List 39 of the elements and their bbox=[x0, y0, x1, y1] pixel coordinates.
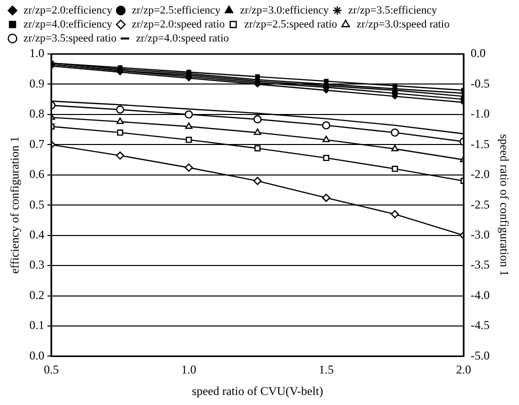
legend-label: zr/zp=4.0:efficiency bbox=[24, 18, 113, 30]
legend-label: zr/zp=2.0:efficiency bbox=[24, 4, 113, 16]
y2-tick-label: -2.5 bbox=[470, 197, 490, 212]
y2-tick-label: -3.5 bbox=[470, 258, 490, 272]
legend-label: zr/zp=2.5:speed ratio bbox=[244, 18, 338, 30]
legend-label: zr/zp=2.0:speed ratio bbox=[132, 18, 226, 30]
y-tick-label: 0.8 bbox=[29, 106, 44, 121]
y2-tick-label: -0.5 bbox=[470, 76, 490, 90]
legend-label: zr/zp=3.0:efficiency bbox=[240, 4, 330, 16]
legend-label: zr/zp=3.5:efficiency bbox=[348, 4, 438, 16]
y-tick-label: 0.1 bbox=[29, 318, 44, 332]
x-tick-label: 1.0 bbox=[181, 362, 196, 377]
y2-tick-label: -1.0 bbox=[470, 106, 490, 121]
y2-tick-label: -4.0 bbox=[470, 288, 490, 302]
y2-tick-label: -1.5 bbox=[470, 136, 490, 151]
legend-label: zr/zp=3.0:speed ratio bbox=[356, 18, 450, 30]
x-tick-label: 1.5 bbox=[318, 362, 334, 377]
y-tick-label: 1.0 bbox=[29, 46, 44, 60]
legend-label: zr/zp=3.5:speed ratio bbox=[24, 32, 117, 44]
y-tick-label: 0.5 bbox=[29, 197, 44, 212]
y-tick-label: 0.2 bbox=[29, 288, 44, 302]
y2-tick-label: 0.0 bbox=[470, 46, 486, 60]
y-tick-label: 0.7 bbox=[29, 136, 44, 151]
y-tick-label: 0.9 bbox=[29, 76, 44, 90]
y2-axis-title: speed ratio of configuration 1 bbox=[498, 134, 512, 276]
x-axis-title: speed ratio of CVU(V-belt) bbox=[192, 384, 324, 398]
y2-tick-label: -4.5 bbox=[470, 318, 490, 332]
x-tick-label: 2.0 bbox=[456, 362, 472, 377]
x-tick-label: 0.5 bbox=[44, 362, 59, 377]
legend-label: zr/zp=4.0:speed ratio bbox=[136, 32, 230, 44]
y2-tick-label: -2.0 bbox=[470, 167, 490, 182]
y-tick-label: 0.4 bbox=[29, 227, 44, 242]
y-tick-label: 0.0 bbox=[29, 348, 44, 362]
y-tick-label: 0.3 bbox=[29, 258, 44, 272]
y2-tick-label: -5.0 bbox=[470, 348, 490, 362]
y2-tick-label: -3.0 bbox=[470, 227, 490, 242]
y-axis-title: efficiency of configuration 1 bbox=[7, 136, 22, 274]
legend-label: zr/zp=2.5:efficiency bbox=[132, 4, 222, 16]
y-tick-label: 0.6 bbox=[29, 167, 44, 182]
